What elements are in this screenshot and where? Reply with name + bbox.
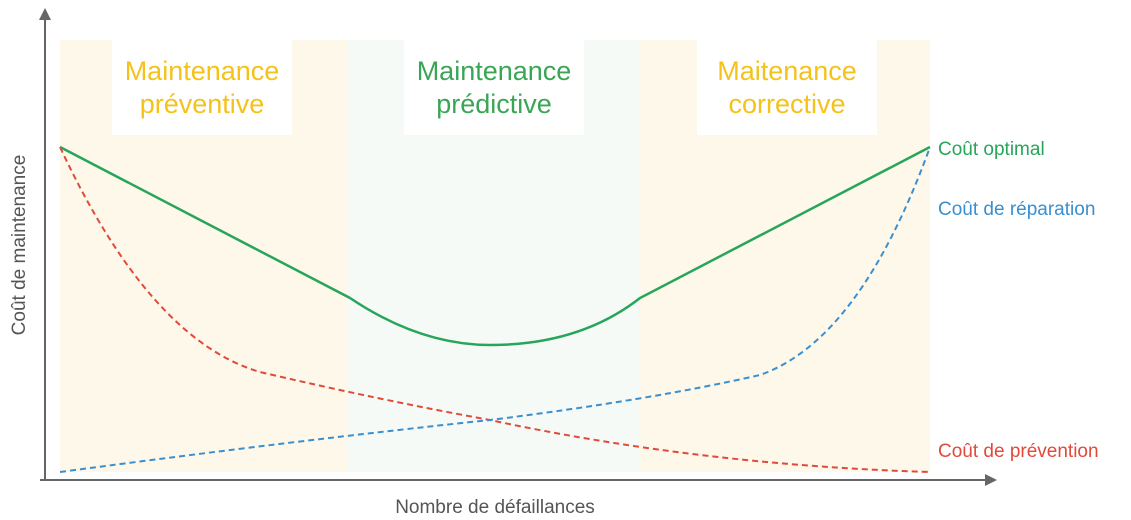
label-box [404, 40, 584, 135]
y-axis-label: Coût de maintenance [9, 155, 30, 336]
zone-label: préventive [140, 89, 265, 119]
repair-curve [59, 146, 931, 473]
curve-label: Coût de prévention [938, 441, 1099, 462]
zone-label: prédictive [436, 89, 552, 119]
label-box [697, 40, 877, 135]
zone-label: corrective [728, 89, 845, 119]
y-arrow [39, 8, 51, 20]
optimal-curve [59, 145, 931, 347]
zone-label: Maintenance [417, 56, 572, 86]
curve-label: Coût de réparation [938, 199, 1095, 220]
curve-label: Coût optimal [938, 139, 1045, 160]
x-axis-label: Nombre de défaillances [395, 497, 595, 518]
zone-label: Maitenance [717, 56, 857, 86]
zone-label: Maintenance [125, 56, 280, 86]
x-arrow [985, 474, 997, 486]
label-box [112, 40, 292, 135]
prevention-curve [59, 146, 931, 473]
